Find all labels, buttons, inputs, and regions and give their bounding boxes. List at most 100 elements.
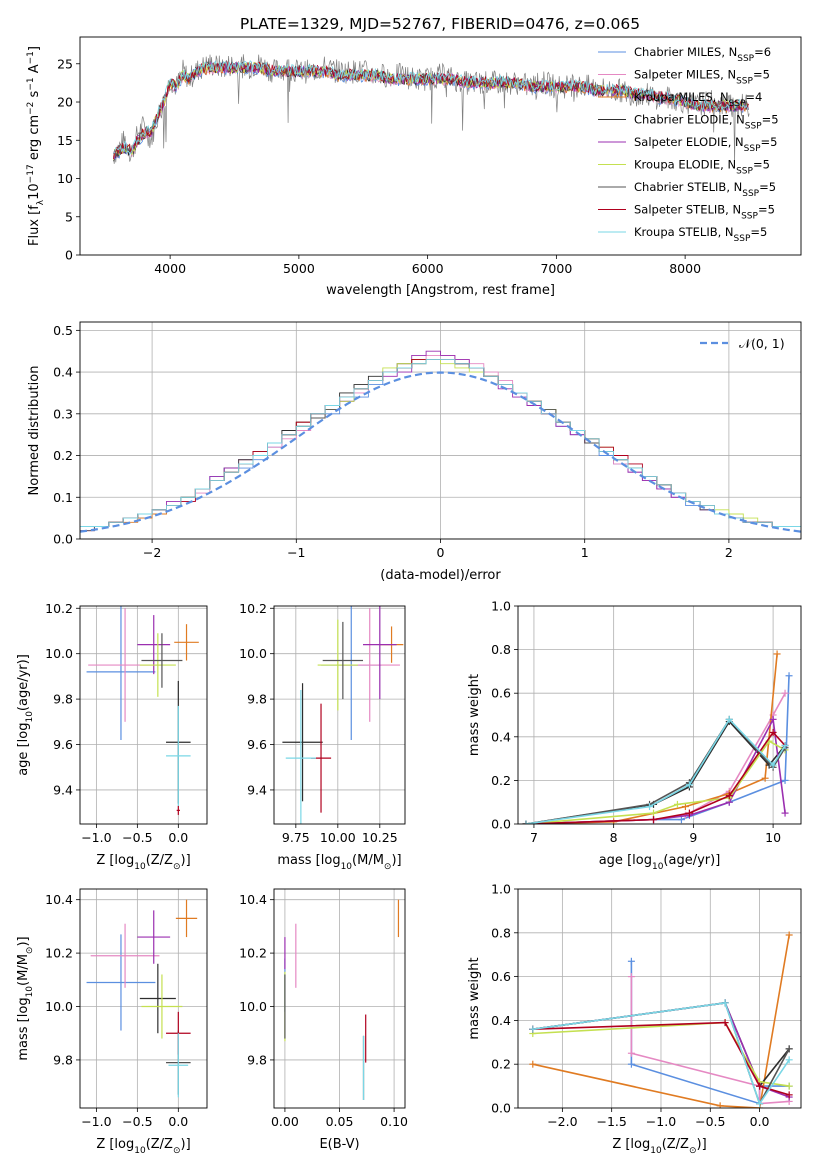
y-axis-label-part: −1	[26, 77, 36, 90]
y-axis-label-part: (M/M	[16, 954, 31, 986]
x-tick-label: −1.5	[596, 1114, 626, 1129]
chart-panel-age_vs_mass: 9.75 10.00 10.25 9.4 9.6 9.8 10.0 10.2 mass [log…	[239, 601, 406, 872]
y-axis-label-part: 10	[25, 986, 35, 998]
plot-area	[80, 889, 207, 1108]
x-tick-label: 10.00	[320, 830, 356, 845]
legend-label-part: Kroupa STELIB, N	[634, 225, 734, 239]
x-axis-label: age [log10(age/yr)]	[599, 853, 721, 872]
plot-area	[274, 606, 405, 824]
x-axis-label-part: ⊙	[173, 1146, 181, 1156]
y-axis-label-part: −2	[26, 102, 36, 115]
y-tick-label: 0.8	[491, 925, 511, 940]
y-tick-label: 1.0	[491, 599, 511, 614]
x-tick-label: −1.0	[81, 830, 111, 845]
x-tick-label: 4000	[154, 261, 186, 276]
y-tick-label: 0.4	[491, 1013, 511, 1028]
legend-label-part: Chabrier STELIB, N	[634, 180, 742, 194]
x-tick-label: 0.00	[271, 1114, 299, 1129]
y-tick-label: 10.2	[45, 946, 73, 961]
axes-frame	[517, 605, 802, 825]
x-tick-label: 0.10	[380, 1114, 408, 1129]
y-axis-label-part: s	[27, 90, 42, 101]
legend-label-part: SSP	[729, 99, 746, 109]
x-tick-label: 8000	[669, 261, 701, 276]
x-axis-label-part: (Z/Z	[662, 1137, 689, 1152]
y-axis-label-part: λ	[36, 199, 46, 205]
y-tick-label: 9.8	[247, 692, 267, 707]
legend-label-part: Chabrier MILES, N	[634, 45, 737, 59]
legend-label-part: SSP	[736, 167, 753, 177]
chart-panel-mass_vs_EBV: 0.00 0.05 0.10 9.8 10.0 10.2 10.4 E(B-V)	[239, 888, 408, 1152]
y-axis-label: Flux [fλ10−17 erg cm−2 s−1 A−1]	[26, 46, 46, 246]
y-tick-label: 10	[57, 171, 73, 186]
legend-label-part: =6	[754, 45, 771, 59]
y-tick-label: 10.2	[239, 601, 267, 616]
y-tick-label: 9.6	[53, 737, 73, 752]
legend-label-part: SSP	[745, 122, 762, 132]
residual-histogram	[80, 359, 801, 527]
y-tick-label: 10.0	[45, 999, 73, 1014]
legend-label: Chabrier ELODIE, NSSP=5	[634, 113, 779, 132]
x-axis-label-part: Z [log	[96, 853, 134, 868]
y-tick-label: 9.8	[53, 1052, 73, 1067]
x-axis-label-part: ⊙	[384, 862, 392, 872]
legend-label: 𝒩(0, 1)	[739, 336, 785, 351]
x-axis-label-part: (M/M	[352, 853, 384, 868]
y-tick-label: 10.2	[239, 946, 267, 961]
axes-frame	[79, 888, 208, 1109]
x-tick-label: 9.75	[282, 830, 310, 845]
y-tick-label: 0.4	[491, 729, 511, 744]
y-axis-label: mass weight	[467, 957, 482, 1039]
axes-frame	[79, 36, 802, 256]
x-tick-label: 7	[530, 830, 538, 845]
legend-label-part: Kroupa ELODIE, N	[634, 158, 736, 172]
chart-panel-mass_vs_Z: −1.0 −0.5 0.09.810.010.210.4Z [log10(Z/Z⊙)…	[16, 888, 208, 1156]
figure-title: PLATE=1329, MJD=52767, FIBERID=0476, z=0…	[240, 15, 640, 33]
axes-frame	[79, 321, 802, 540]
y-tick-label: 10.0	[239, 999, 267, 1014]
y-axis-label-part: 10	[27, 183, 42, 200]
x-axis-label-part: (Z/Z	[146, 853, 173, 868]
y-tick-label: 1.0	[491, 882, 511, 897]
x-axis-label-part: (age/yr)]	[663, 853, 720, 868]
legend-label-part: Salpeter MILES, N	[634, 68, 736, 82]
y-axis-label: mass [log10(M/M⊙)]	[16, 936, 35, 1060]
x-tick-label: 2	[725, 545, 733, 560]
y-tick-label: 9.4	[53, 782, 73, 797]
y-axis-label: age [log10(age/yr)]	[16, 654, 35, 776]
x-axis-label: E(B-V)	[319, 1137, 359, 1152]
x-tick-label: −0.5	[695, 1114, 725, 1129]
y-tick-label: 0.1	[53, 490, 73, 505]
legend-label-part: Chabrier ELODIE, N	[634, 113, 745, 127]
legend-label-part: SSP	[742, 189, 759, 199]
y-tick-label: 0.3	[53, 406, 73, 421]
y-tick-label: 0.6	[491, 686, 511, 701]
y-axis-label-part: )]	[16, 936, 31, 946]
y-axis-label: Normed distribution	[27, 366, 42, 496]
chart-panel-spectrum: 4000 5000 6000 7000 8000 0 5 10 15 20 25 Chabrier M…	[26, 36, 802, 298]
y-tick-label: 0.8	[491, 642, 511, 657]
x-tick-label: 0.05	[326, 1114, 354, 1129]
legend-label-part: Salpeter ELODIE, N	[634, 135, 744, 149]
x-axis-label-part: 10	[134, 1146, 146, 1156]
x-tick-label: −1.0	[81, 1114, 111, 1129]
x-axis-label-part: 10	[650, 1146, 662, 1156]
legend-label-part: =5	[761, 135, 778, 149]
x-axis-label: wavelength [Angstrom, rest frame]	[326, 283, 555, 298]
mass-weight-line	[525, 718, 786, 824]
x-axis-label: Z [log10(Z/Z⊙)]	[96, 853, 190, 872]
plot-area	[518, 606, 801, 824]
mass-weight-line	[532, 1002, 790, 1106]
y-axis-label-part: age [log	[16, 723, 31, 776]
y-axis-label-part: (age/yr)]	[16, 654, 31, 711]
x-tick-label: 0	[437, 545, 445, 560]
chart-panel-massweight_vs_Z: −2.0 −1.5 −1.0 −0.5 0.0 0.0 0.2 0.4 0.6 0.8 1.0 Z […	[467, 882, 802, 1156]
y-tick-label: 20	[57, 95, 73, 110]
y-tick-label: 9.6	[247, 737, 267, 752]
y-tick-label: 0.0	[491, 817, 511, 832]
legend-label: Chabrier STELIB, NSSP=5	[634, 180, 776, 199]
mass-weight-line	[525, 740, 786, 824]
spectrum-model-line	[113, 60, 749, 155]
